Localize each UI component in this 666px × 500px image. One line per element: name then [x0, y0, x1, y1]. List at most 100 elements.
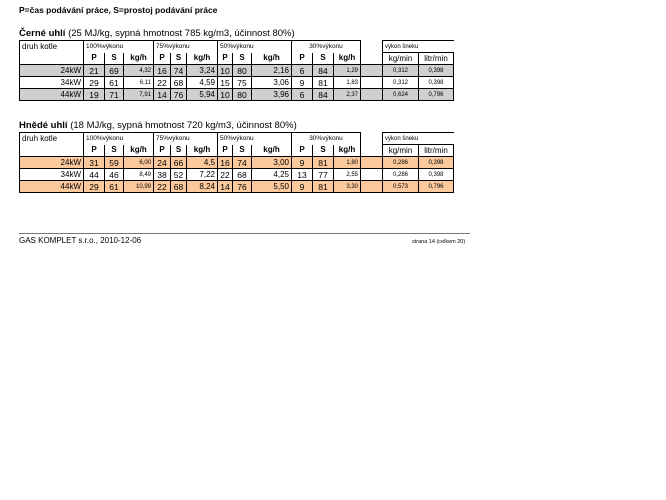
- value-kgh50: 3,06: [251, 76, 292, 89]
- gap-cell: [360, 52, 383, 65]
- group-30: 30%výkonu: [291, 132, 361, 145]
- col-P: P: [83, 144, 105, 157]
- table-row: 34kW 29 61 6,11 22 68 4,59 15 75 3,06 9 …: [19, 76, 454, 89]
- group-50: 50%výkonu: [217, 132, 292, 145]
- col-S: S: [232, 144, 252, 157]
- value-kgh50: 2,16: [251, 64, 292, 77]
- value-kgh100: 4,32: [123, 64, 154, 77]
- value-P30: 9: [291, 180, 313, 193]
- footer-divider: [19, 233, 470, 234]
- value-S50: 80: [232, 88, 252, 101]
- value-S30: 84: [312, 64, 334, 77]
- value-litrmin: 0,398: [418, 64, 454, 77]
- group-75: 75%výkonu: [153, 40, 218, 53]
- value-P75: 24: [153, 156, 171, 169]
- value-P100: 29: [83, 180, 105, 193]
- value-litrmin: 0,796: [418, 88, 454, 101]
- col-P: P: [291, 144, 313, 157]
- value-P100: 19: [83, 88, 105, 101]
- value-S30: 84: [312, 88, 334, 101]
- snek-header: výkon šneku: [382, 132, 454, 145]
- value-P75: 14: [153, 88, 171, 101]
- value-P100: 29: [83, 76, 105, 89]
- kotel-header: druh kotle: [19, 132, 84, 145]
- value-P100: 31: [83, 156, 105, 169]
- table-col-header: P S kg/h P S kg/h P S kg/h P S kg/h kg/m…: [19, 144, 454, 157]
- value-P30: 6: [291, 64, 313, 77]
- value-kgh75: 4,5: [186, 156, 218, 169]
- value-P50: 14: [217, 180, 233, 193]
- value-kgmin: 0,312: [382, 64, 419, 77]
- value-P50: 10: [217, 88, 233, 101]
- gap-cell: [360, 132, 383, 145]
- page-heading: P=čas podávání práce, S=prostoj podávání…: [19, 5, 218, 15]
- gap-cell: [360, 180, 383, 193]
- value-P30: 6: [291, 88, 313, 101]
- col-litrmin: litr/min: [418, 52, 454, 65]
- value-litrmin: 0,398: [418, 168, 454, 181]
- value-S50: 74: [232, 156, 252, 169]
- gap-cell: [360, 168, 383, 181]
- col-S: S: [104, 52, 124, 65]
- section-title-bold: Černé uhlí: [19, 28, 66, 39]
- value-kgh30: 1,83: [333, 76, 361, 89]
- group-50: 50%výkonu: [217, 40, 292, 53]
- gap-cell: [360, 76, 383, 89]
- value-kgmin: 0,312: [382, 76, 419, 89]
- value-kgh100: 8,49: [123, 168, 154, 181]
- value-S100: 46: [104, 168, 124, 181]
- value-kgh30: 2,55: [333, 168, 361, 181]
- boiler-power: 44kW: [19, 180, 84, 193]
- snek-header: výkon šneku: [382, 40, 454, 53]
- section-title-bold: Hnědé uhlí: [19, 120, 68, 131]
- col-S: S: [170, 144, 187, 157]
- group-30: 30%výkonu: [291, 40, 361, 53]
- value-P75: 38: [153, 168, 171, 181]
- value-P75: 22: [153, 180, 171, 193]
- kotel-header-blank: [19, 144, 84, 157]
- value-P30: 13: [291, 168, 313, 181]
- value-P75: 16: [153, 64, 171, 77]
- col-P: P: [153, 144, 171, 157]
- group-100: 100%výkonu: [83, 132, 154, 145]
- col-kgh: kg/h: [333, 52, 361, 65]
- value-kgh100: 10,99: [123, 180, 154, 193]
- value-litrmin: 0,398: [418, 156, 454, 169]
- value-S75: 68: [170, 180, 187, 193]
- value-kgh30: 2,37: [333, 88, 361, 101]
- value-kgh100: 6,00: [123, 156, 154, 169]
- value-S30: 81: [312, 76, 334, 89]
- value-kgh30: 1,29: [333, 64, 361, 77]
- boiler-power: 34kW: [19, 168, 84, 181]
- col-P: P: [153, 52, 171, 65]
- value-P50: 16: [217, 156, 233, 169]
- footer-company-date: GAS KOMPLET s.r.o., 2010-12-06: [19, 236, 142, 245]
- col-kgh: kg/h: [186, 52, 218, 65]
- col-kgh: kg/h: [251, 144, 292, 157]
- table-row: 24kW 21 69 4,32 16 74 3,24 10 80 2,16 6 …: [19, 64, 454, 77]
- value-P30: 9: [291, 156, 313, 169]
- value-S100: 71: [104, 88, 124, 101]
- group-75: 75%výkonu: [153, 132, 218, 145]
- value-P100: 44: [83, 168, 105, 181]
- value-S75: 74: [170, 64, 187, 77]
- value-kgmin: 0,573: [382, 180, 419, 193]
- value-S75: 52: [170, 168, 187, 181]
- col-P: P: [217, 144, 233, 157]
- footer-page-number: strana 14 (celkem 20): [412, 239, 466, 245]
- kotel-header: druh kotle: [19, 40, 84, 53]
- col-kgmin: kg/min: [382, 144, 419, 157]
- value-S30: 81: [312, 156, 334, 169]
- col-S: S: [104, 144, 124, 157]
- col-kgh: kg/h: [123, 52, 154, 65]
- col-kgh: kg/h: [186, 144, 218, 157]
- table-row: 34kW 44 46 8,49 38 52 7,22 22 68 4,25 13…: [19, 168, 454, 181]
- boiler-power: 24kW: [19, 156, 84, 169]
- value-kgh50: 3,96: [251, 88, 292, 101]
- col-litrmin: litr/min: [418, 144, 454, 157]
- value-kgh50: 5,50: [251, 180, 292, 193]
- col-P: P: [291, 52, 313, 65]
- value-P50: 10: [217, 64, 233, 77]
- value-kgh75: 3,24: [186, 64, 218, 77]
- value-S100: 61: [104, 180, 124, 193]
